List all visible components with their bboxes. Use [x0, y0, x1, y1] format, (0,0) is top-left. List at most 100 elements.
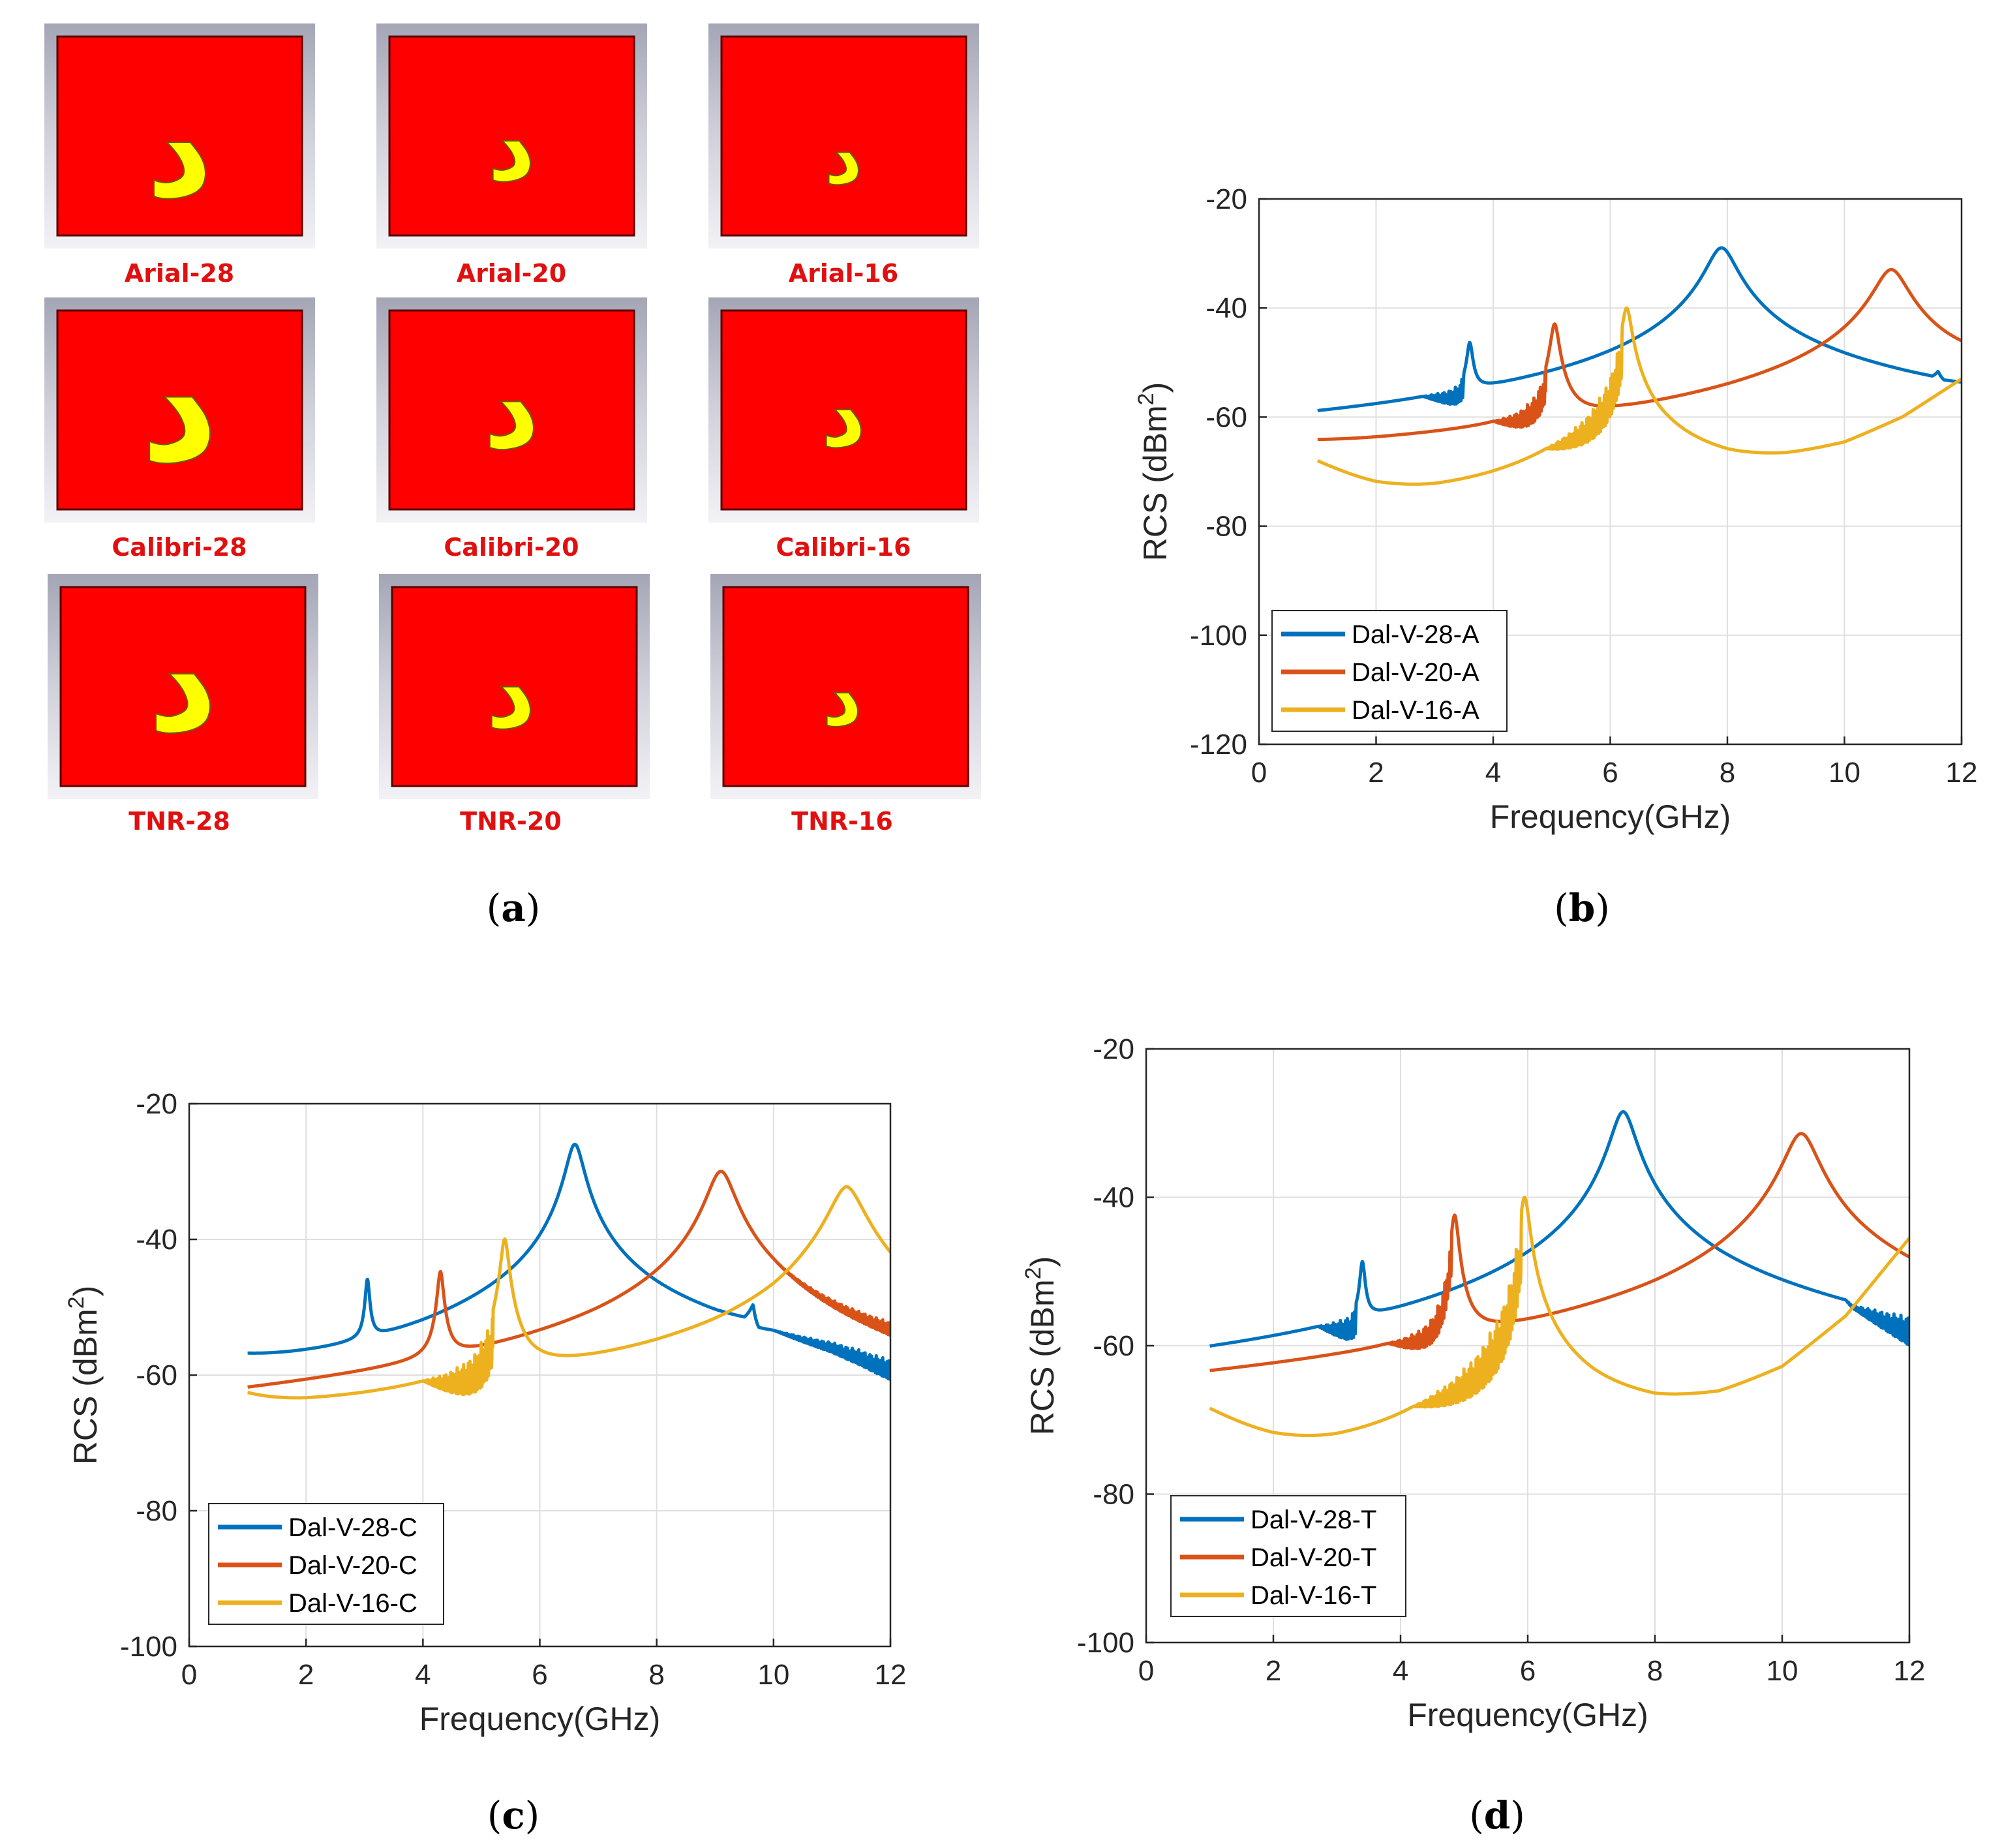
tile-background: [388, 309, 635, 511]
tile-background: [59, 586, 307, 787]
tile-background: [720, 309, 967, 511]
arabic-dal-glyph: د: [487, 93, 536, 203]
x-tick-label: 12: [875, 1659, 907, 1691]
legend: Dal-V-28-T Dal-V-20-T Dal-V-16-T: [1170, 1495, 1406, 1617]
font-tile-tnr-20: د TNR-20: [379, 574, 650, 836]
x-tick-label: 12: [1894, 1655, 1926, 1687]
x-tick-label: 2: [1266, 1655, 1281, 1687]
legend: Dal-V-28-C Dal-V-20-C Dal-V-16-C: [208, 1503, 444, 1625]
x-tick-label: 8: [1720, 757, 1735, 789]
x-axis-label: Frequency(GHz): [1490, 798, 1731, 835]
y-tick-label: -80: [1206, 511, 1247, 543]
y-tick-label: -40: [1206, 292, 1247, 324]
legend-entry: Dal-V-20-T: [1251, 1543, 1376, 1572]
y-axis-label: RCS (dBm2): [1134, 382, 1174, 562]
x-tick-label: 0: [1138, 1655, 1154, 1687]
series-line-dal-v-16-a: [1316, 306, 1962, 486]
y-tick-label: -20: [1206, 183, 1247, 215]
caption-d: (d): [1469, 1793, 1525, 1838]
font-tile-calibri-28: د Calibri-28: [44, 297, 315, 562]
legend-entry: Dal-V-28-C: [288, 1513, 417, 1542]
y-tick-label: -20: [1093, 1033, 1134, 1065]
series-group: [1316, 246, 1962, 486]
series-line-dal-v-20-c: [246, 1170, 890, 1389]
font-tile-arial-28: د Arial-28: [44, 23, 315, 288]
font-tile-tnr-28: د TNR-28: [48, 574, 318, 836]
legend-entry: Dal-V-16-C: [288, 1589, 417, 1618]
font-tile-tnr-16: د TNR-16: [710, 574, 981, 836]
arabic-dal-glyph: د: [821, 365, 866, 467]
tile-label: Arial-28: [125, 259, 235, 288]
series-line-dal-v-16-t: [1208, 1196, 1909, 1437]
font-tile-arial-16: د Arial-16: [708, 23, 979, 288]
x-tick-label: 6: [1602, 757, 1618, 789]
x-tick-label: 0: [1251, 757, 1267, 789]
x-tick-label: 0: [181, 1659, 197, 1691]
x-tick-label: 12: [1946, 757, 1978, 789]
series-line-dal-v-20-a: [1316, 267, 1962, 442]
series-line-dal-v-16-c: [246, 1185, 890, 1400]
arabic-dal-glyph: د: [824, 114, 862, 202]
x-tick-label: 10: [757, 1659, 789, 1691]
arabic-dal-glyph: د: [147, 603, 218, 763]
font-tile-calibri-20: د Calibri-20: [376, 297, 647, 562]
legend-entry: Dal-V-16-T: [1251, 1581, 1376, 1610]
arabic-dal-glyph: د: [822, 654, 862, 744]
tile-background: [388, 35, 635, 237]
x-tick-label: 10: [1828, 757, 1860, 789]
series-line-dal-v-28-c: [246, 1142, 890, 1381]
x-tick-label: 4: [415, 1659, 431, 1691]
tile-label: Calibri-20: [444, 533, 579, 562]
arabic-dal-glyph: د: [486, 637, 536, 751]
rcs-chart-b: 0 2 4 6 8 10 12 -120 -100 -80 -60 -40 -20 Frequency(G…: [1134, 183, 1977, 835]
x-axis-label: Frequency(GHz): [419, 1701, 661, 1737]
x-tick-label: 6: [1520, 1655, 1536, 1687]
x-tick-label: 4: [1485, 757, 1501, 789]
x-tick-label: 6: [532, 1659, 547, 1691]
y-tick-label: -80: [1093, 1479, 1134, 1511]
x-axis-label: Frequency(GHz): [1407, 1697, 1648, 1733]
y-tick-label: -120: [1190, 729, 1247, 761]
tile-background: [56, 309, 303, 511]
x-tick-label: 8: [648, 1659, 664, 1691]
caption-a: (a): [487, 886, 541, 930]
tile-label: TNR-28: [129, 807, 230, 836]
arabic-dal-glyph: د: [146, 76, 213, 228]
series-line-dal-v-20-t: [1208, 1132, 1909, 1372]
arabic-dal-glyph: د: [483, 345, 539, 474]
tile-label: TNR-16: [791, 807, 893, 836]
legend-entry: Dal-V-20-A: [1352, 658, 1479, 687]
tile-label: Calibri-28: [112, 533, 247, 562]
y-tick-label: -100: [1190, 620, 1247, 652]
tile-background: [722, 586, 969, 787]
legend: Dal-V-28-A Dal-V-20-A Dal-V-16-A: [1271, 610, 1508, 732]
series-group: [1208, 1110, 1909, 1437]
tile-background: [391, 586, 638, 787]
tile-background: [56, 35, 303, 237]
caption-b: (b): [1554, 886, 1610, 930]
font-tile-arial-20: د Arial-20: [376, 23, 647, 288]
y-axis-label: RCS (dBm2): [1021, 1256, 1061, 1436]
y-tick-label: -20: [136, 1088, 177, 1120]
tile-label: Arial-20: [457, 259, 567, 288]
y-tick-label: -60: [1093, 1330, 1134, 1362]
rcs-chart-d: 0 2 4 6 8 10 12 -100 -80 -60 -40 -20 Frequency(GHz) R…: [1021, 1033, 1925, 1733]
y-tick-label: -40: [1093, 1182, 1134, 1214]
y-tick-label: -100: [120, 1631, 177, 1663]
caption-c: (c): [487, 1793, 540, 1838]
tile-label: Calibri-16: [776, 533, 911, 562]
series-line-dal-v-28-t: [1208, 1110, 1909, 1348]
tile-background: [720, 35, 967, 237]
x-tick-label: 8: [1647, 1655, 1663, 1687]
series-line-dal-v-28-a: [1316, 246, 1962, 412]
legend-entry: Dal-V-28-A: [1352, 620, 1479, 649]
font-tile-calibri-16: د Calibri-16: [708, 297, 979, 562]
x-tick-label: 2: [298, 1659, 314, 1691]
y-tick-label: -40: [136, 1224, 177, 1256]
x-tick-label: 4: [1393, 1655, 1408, 1687]
tile-label: Arial-16: [789, 259, 899, 288]
tile-label: TNR-20: [460, 807, 562, 836]
y-tick-label: -60: [1206, 401, 1247, 433]
legend-entry: Dal-V-16-A: [1352, 696, 1479, 725]
